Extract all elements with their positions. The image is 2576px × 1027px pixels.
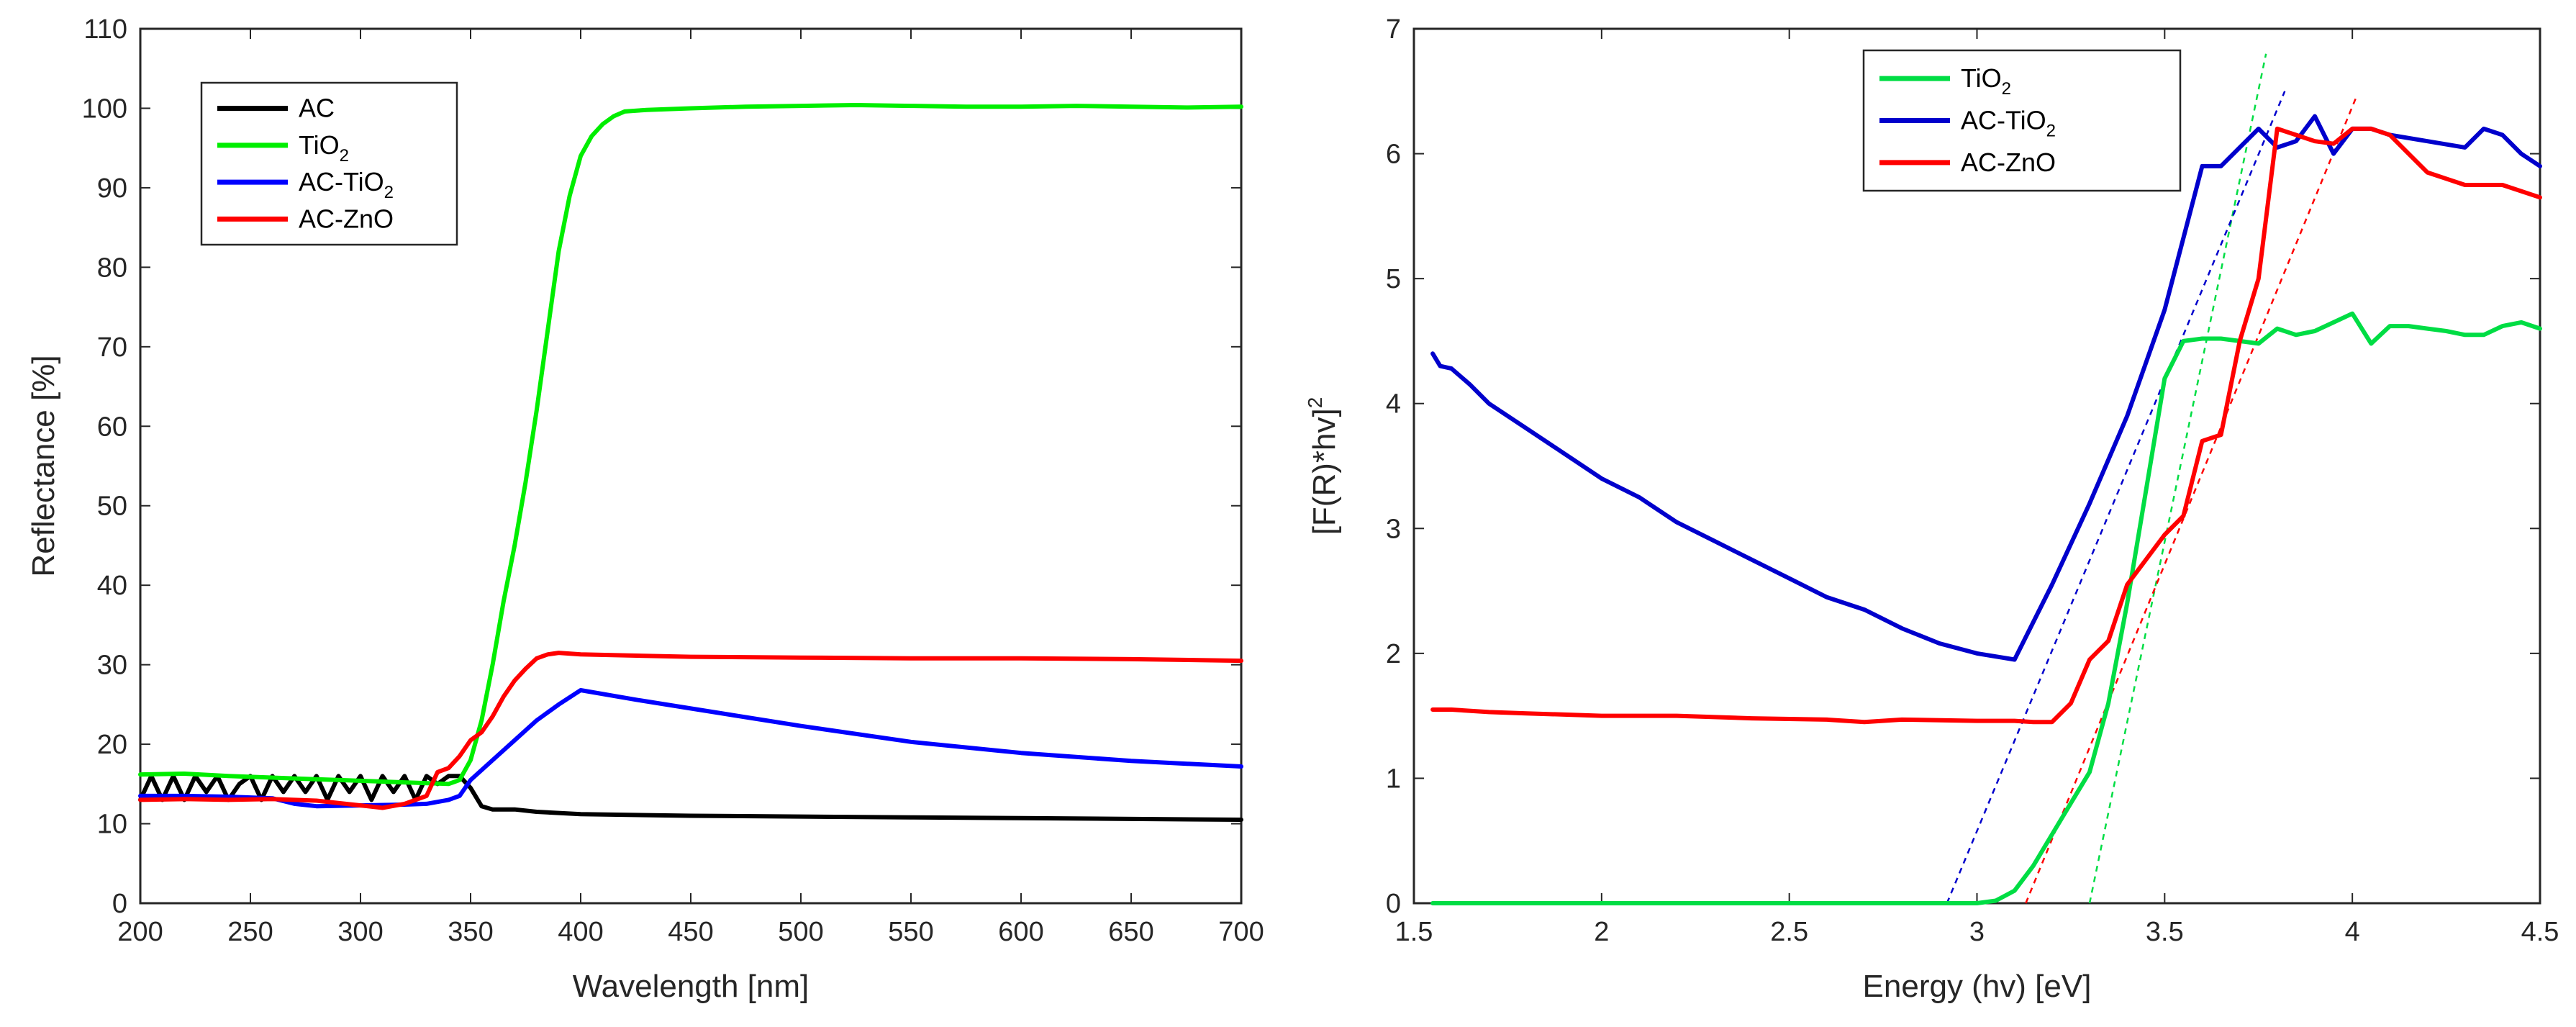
x-tick-label: 300 <box>337 917 383 947</box>
x-axis-label: Energy (hv) [eV] <box>1863 969 2092 1004</box>
fit-lines <box>1946 53 2357 904</box>
legend-label-main: AC-ZnO <box>299 204 394 233</box>
fit-line-ac-zno-fit <box>2025 96 2357 904</box>
series-line-tio2 <box>1430 311 2542 905</box>
series-line-tio2 <box>138 103 1243 787</box>
y-tick-label: 50 <box>97 492 127 522</box>
y-tick-label: 70 <box>97 332 127 363</box>
y-tick-label: 6 <box>1386 140 1401 170</box>
x-tick-label: 450 <box>668 917 713 947</box>
series-line-ac <box>138 774 1243 822</box>
y-tick-label: 90 <box>97 173 127 204</box>
x-tick-label: 400 <box>558 917 603 947</box>
x-tick-label: 500 <box>778 917 823 947</box>
x-tick-labels: 1.5 2 2.5 3 3.5 4 4.5 <box>1395 917 2559 947</box>
x-tick-label: 1.5 <box>1395 917 1433 947</box>
legend-label: AC <box>299 94 335 123</box>
x-tick-label: 350 <box>448 917 493 947</box>
y-axis-label-sup: 2 <box>1304 397 1326 409</box>
fit-line-tio2-fit <box>2088 53 2267 904</box>
legend-label-main: AC-TiO <box>299 167 384 196</box>
reflectance-chart: 200 250 300 350 400 450 500 550 600 650 700 010203… <box>26 14 1264 1004</box>
y-tick-label: 60 <box>97 412 127 442</box>
legend-label-main: AC-ZnO <box>1961 148 2056 177</box>
y-tick-label: 1 <box>1386 764 1401 794</box>
y-tick-label: 110 <box>83 14 127 45</box>
y-tick-label: 80 <box>97 253 127 283</box>
x-tick-label: 3 <box>1969 917 1985 947</box>
tick-marks <box>1413 28 2541 904</box>
legend-label: AC-TiO2 <box>1961 106 2056 141</box>
x-tick-label: 700 <box>1218 917 1264 947</box>
x-tick-label: 4.5 <box>2521 917 2559 947</box>
y-tick-labels: 0 1 2 3 4 5 6 7 <box>1386 14 1401 919</box>
x-tick-label: 3.5 <box>2146 917 2184 947</box>
legend-label-main: AC-TiO <box>1961 106 2046 135</box>
y-tick-label: 30 <box>97 651 127 681</box>
y-tick-label: 40 <box>97 571 127 601</box>
y-tick-label: 0 <box>112 889 127 919</box>
y-axis-label: [F(R)*hv]2 <box>1304 397 1342 535</box>
y-tick-label: 3 <box>1386 514 1401 544</box>
legend-label: AC-ZnO <box>1961 148 2056 177</box>
legend-label-main: AC <box>299 94 335 123</box>
x-tick-labels: 200 250 300 350 400 450 500 550 600 650 700 <box>117 917 1264 947</box>
legend-label-sub: 2 <box>340 146 349 166</box>
legend-label: TiO2 <box>1961 63 2011 99</box>
y-tick-label: 5 <box>1386 264 1401 294</box>
x-tick-label: 250 <box>227 917 273 947</box>
legend-label-sub: 2 <box>2046 122 2056 141</box>
y-tick-label: 10 <box>97 810 127 840</box>
series-lines <box>1430 114 2542 905</box>
y-tick-label: 2 <box>1386 639 1401 669</box>
legend-label: AC-ZnO <box>299 204 394 233</box>
y-axis-label-main: [F(R)*hv] <box>1307 408 1342 535</box>
x-tick-label: 4 <box>2345 917 2360 947</box>
y-tick-label: 7 <box>1386 14 1401 45</box>
y-tick-label: 20 <box>97 730 127 760</box>
legend-label-sub: 2 <box>384 183 394 202</box>
legend-label-main: TiO <box>299 130 340 160</box>
series-line-ac-zno <box>1430 126 2542 725</box>
y-tick-label: 4 <box>1386 389 1401 420</box>
series-line-ac-zno <box>138 651 1243 810</box>
tick-marks <box>140 28 1242 904</box>
y-axis-label: Reflectance [%] <box>26 355 61 576</box>
y-tick-label: 100 <box>82 94 127 124</box>
x-tick-label: 600 <box>998 917 1043 947</box>
x-tick-label: 650 <box>1108 917 1153 947</box>
x-tick-label: 2 <box>1594 917 1609 947</box>
x-axis-label: Wavelength [nm] <box>573 969 809 1004</box>
tauc-chart: 1.5 2 2.5 3 3.5 4 4.5 0 1 2 3 4 5 6 7 Energy (hv) [eV… <box>1304 14 2559 1004</box>
y-tick-labels: 0 10 20 30 40 50 60 70 80 90 100 110 <box>82 14 127 919</box>
x-tick-label: 2.5 <box>1770 917 1808 947</box>
legend-label-main: TiO <box>1961 63 2002 93</box>
series-lines <box>138 103 1243 822</box>
series-line-ac-tio2 <box>138 688 1243 809</box>
y-tick-label: 0 <box>1386 889 1401 919</box>
legend-label: AC-TiO2 <box>299 167 394 202</box>
x-tick-label: 200 <box>117 917 163 947</box>
legend-label-sub: 2 <box>2002 79 2011 99</box>
legend-label: TiO2 <box>299 130 349 166</box>
x-tick-label: 550 <box>888 917 933 947</box>
